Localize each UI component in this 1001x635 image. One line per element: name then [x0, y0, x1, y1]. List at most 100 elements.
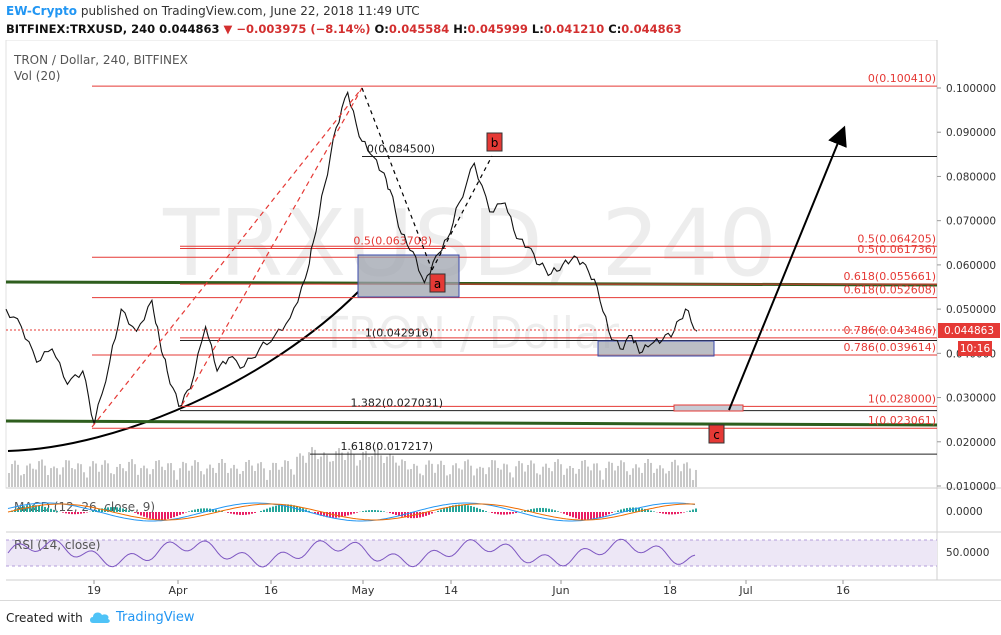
- macd-bar: [581, 512, 583, 520]
- volume-bar: [680, 471, 682, 487]
- macd-bar: [509, 512, 511, 514]
- volume-bar: [668, 471, 670, 487]
- volume-bar: [80, 464, 82, 487]
- volume-bar: [167, 463, 169, 487]
- volume-bar: [263, 468, 265, 487]
- volume-bar: [95, 463, 97, 487]
- y-tick-label: 0.080000: [946, 171, 996, 183]
- wave-label-c[interactable]: c: [709, 425, 724, 443]
- volume-bar: [251, 466, 253, 487]
- volume-bar: [323, 452, 325, 487]
- macd-bar: [506, 512, 508, 515]
- volume-bar: [593, 464, 595, 487]
- wave-label-a[interactable]: a: [430, 274, 445, 292]
- volume-bar: [647, 459, 649, 487]
- macd-bar: [26, 506, 28, 512]
- author-name[interactable]: EW-Crypto: [6, 4, 77, 18]
- price-axis[interactable]: 0.1000000.0900000.0800000.0700000.060000…: [937, 83, 996, 493]
- macd-bar: [380, 511, 382, 512]
- volume-bar: [458, 468, 460, 487]
- volume-bar: [71, 468, 73, 487]
- volume-bar: [314, 450, 316, 487]
- volume-bar: [26, 465, 28, 487]
- volume-bar: [482, 468, 484, 487]
- volume-bar: [581, 461, 583, 487]
- volume-bar: [422, 475, 424, 487]
- volume-bar: [206, 468, 208, 487]
- macd-bar: [563, 512, 565, 514]
- volume-bar: [554, 462, 556, 487]
- volume-bar: [89, 466, 91, 487]
- macd-bar: [611, 512, 613, 513]
- volume-bar: [671, 462, 673, 487]
- macd-bar: [500, 512, 502, 515]
- volume-bar: [50, 468, 52, 487]
- tradingview-brand-link[interactable]: TradingView: [116, 610, 195, 625]
- macd-bar: [227, 512, 229, 513]
- volume-bar: [632, 468, 634, 487]
- volume-bar: [254, 471, 256, 487]
- volume-bar: [296, 457, 298, 487]
- volume-bar: [290, 469, 292, 487]
- volume-bar: [101, 465, 103, 487]
- macd-bar: [599, 512, 601, 518]
- macd-bar: [374, 510, 376, 512]
- y-tick-label: 0.010000: [946, 481, 996, 493]
- macd-bar: [590, 512, 592, 520]
- macd-bar: [140, 512, 142, 515]
- volume-bar: [32, 469, 34, 487]
- target-zone-current[interactable]: [598, 341, 714, 356]
- volume-bar: [287, 461, 289, 487]
- volume-bar: [599, 470, 601, 487]
- macd-bar: [578, 512, 580, 519]
- volume-bar: [305, 463, 307, 487]
- volume-bar: [440, 461, 442, 487]
- price-chart[interactable]: TRXUSD, 240 TRON / Dollar TRON / Dollar,…: [0, 40, 1001, 600]
- y-tick-label: 0.050000: [946, 304, 996, 316]
- macd-bar: [152, 512, 154, 519]
- macd-bar: [377, 510, 379, 512]
- volume-bar: [617, 466, 619, 487]
- volume-bar: [650, 463, 652, 487]
- macd-bar: [503, 512, 505, 515]
- volume-bar: [515, 466, 517, 487]
- volume-bar: [293, 475, 295, 487]
- macd-bar: [692, 510, 694, 512]
- macd-bar: [479, 509, 481, 512]
- volume-label: Vol (20): [14, 69, 60, 83]
- volume-bar: [491, 460, 493, 487]
- volume-bar: [86, 478, 88, 487]
- macd-bar: [344, 512, 346, 516]
- volume-bar: [230, 468, 232, 487]
- volume-bar: [200, 471, 202, 487]
- macd-bar: [38, 506, 40, 512]
- macd-bar: [239, 512, 241, 515]
- x-tick-label: 18: [663, 584, 677, 597]
- y-tick-label: 0.100000: [946, 83, 996, 95]
- volume-bar: [65, 460, 67, 487]
- fib-level-label: 1(0.023061): [868, 414, 936, 427]
- volume-bar: [107, 463, 109, 487]
- macd-bar: [674, 512, 676, 514]
- x-tick-label: Jun: [551, 584, 569, 597]
- macd-bar: [383, 511, 385, 512]
- volume-bar: [329, 462, 331, 487]
- macd-bar: [497, 512, 499, 514]
- macd-bar: [47, 508, 49, 512]
- macd-bar: [680, 512, 682, 513]
- volume-bar: [260, 462, 262, 487]
- wave-label-b[interactable]: b: [487, 133, 502, 151]
- macd-bar: [662, 512, 664, 514]
- macd-bar: [482, 510, 484, 512]
- macd-bar: [338, 512, 340, 517]
- volume-bar: [386, 457, 388, 487]
- volume-bar: [218, 463, 220, 487]
- volume-bar: [488, 467, 490, 487]
- macd-bar: [191, 510, 193, 512]
- macd-bar: [350, 512, 352, 514]
- y-tick-label: 0.060000: [946, 260, 996, 272]
- target-zone-c[interactable]: [674, 405, 743, 411]
- volume-bar: [455, 463, 457, 487]
- macd-bar: [230, 512, 232, 514]
